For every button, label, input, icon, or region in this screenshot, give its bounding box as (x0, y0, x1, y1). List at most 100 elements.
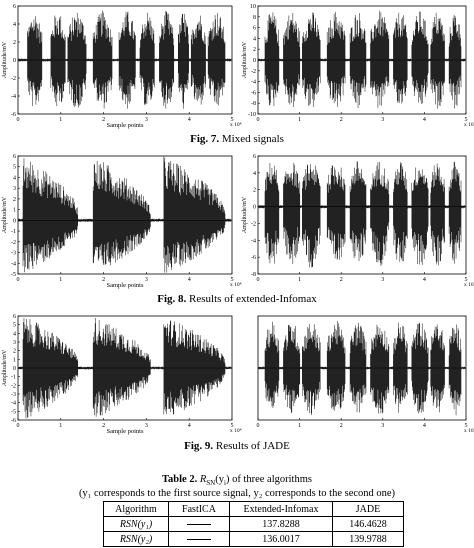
table-row: RSN(y₁) 137.8288 146.4628 (103, 516, 404, 532)
y-tick-label: 3 (13, 340, 16, 346)
y-tick-label: -1 (11, 375, 16, 381)
y-tick-label: 6 (13, 4, 16, 10)
y-tick-label: -1 (11, 229, 16, 235)
y-tick-label: -2 (11, 240, 16, 246)
table-cell-fastica (168, 531, 230, 547)
x-axis-label: Sample points (106, 122, 143, 129)
table-title: Table 2. RSN(yi) of three algorithms (0, 473, 474, 490)
table-header-row: Algorithm FastICA Extended-Infomax JADE (103, 501, 404, 517)
fig9-caption-text: Results of JADE (213, 440, 290, 452)
x-tick-label: 5 (231, 423, 234, 429)
fig9-right-plot: 0 1 2 3 4 5x 10⁴ (240, 312, 474, 436)
y-tick-label: 6 (13, 154, 16, 160)
x-exponent-label: x 10⁴ (464, 282, 474, 288)
x-tick-label: 4 (188, 423, 191, 429)
y-tick-label: -6 (251, 255, 256, 261)
fig8-caption-text: Results of extended-Infomax (186, 293, 317, 305)
dash-mark (187, 523, 211, 525)
y-tick-label: -3 (11, 251, 16, 257)
y-tick-label: -4 (251, 80, 256, 86)
y-axis-label: Amplitude/mV (2, 349, 8, 386)
fig7-caption-text: Mixed signals (219, 133, 284, 145)
x-tick-label: 2 (340, 117, 343, 123)
table-title-math-arg: (y (215, 474, 224, 485)
table-cell-infomax: 137.8288 (229, 516, 333, 532)
y-tick-label: 2 (13, 349, 16, 355)
x-tick-label: 1 (59, 423, 62, 429)
x-exponent-label: x 10⁴ (464, 428, 474, 434)
y-tick-label: -6 (251, 90, 256, 96)
x-tick-label: 3 (381, 117, 384, 123)
y-tick-label: -2 (251, 221, 256, 227)
x-tick-label: 2 (340, 277, 343, 283)
y-tick-label: 4 (13, 22, 16, 28)
signal-plot: 0 1 2 3 4 5x 10⁴ (257, 315, 474, 434)
table-cell-fastica (168, 516, 230, 532)
x-tick-label: 0 (17, 277, 20, 283)
table-header-cell: FastICA (168, 501, 230, 517)
fig7-caption-label: Fig. 7. (190, 133, 220, 145)
y-tick-label: 6 (253, 154, 256, 160)
table-cell-infomax: 136.0017 (229, 531, 333, 547)
x-tick-label: 2 (102, 423, 105, 429)
y-tick-label: 10 (250, 4, 256, 10)
x-exponent-label: x 10⁴ (230, 122, 242, 128)
y-axis-label: Amplitude/mV (242, 41, 248, 78)
y-tick-label: 2 (13, 197, 16, 203)
results-table: Algorithm FastICA Extended-Infomax JADE … (103, 501, 404, 547)
y-axis-label: Amplitude/mV (2, 196, 8, 233)
y-tick-label: 5 (13, 323, 16, 329)
y-tick-label: -8 (251, 272, 256, 278)
y-tick-label: 0 (13, 218, 16, 224)
table-row: RSN(y₂) 136.0017 139.9788 (103, 531, 404, 547)
y-tick-label: 2 (13, 40, 16, 46)
y-tick-label: -2 (11, 76, 16, 82)
x-exponent-label: x 10⁴ (230, 428, 242, 434)
x-exponent-label: x 10⁴ (230, 282, 242, 288)
x-tick-label: 4 (423, 423, 426, 429)
x-tick-label: 5 (465, 117, 468, 123)
y-tick-label: -8 (251, 101, 256, 107)
x-tick-label: 5 (231, 117, 234, 123)
x-tick-label: 4 (188, 117, 191, 123)
table-title-math-sub: SN (206, 479, 216, 488)
x-tick-label: 2 (102, 117, 105, 123)
y-tick-label: -5 (11, 272, 16, 278)
x-tick-label: 3 (145, 117, 148, 123)
x-tick-label: 1 (59, 277, 62, 283)
fig7-left-plot: 6 4 2 0 -2 -4 -6 0 1 2 3 4 5 x 10⁴ Sample points Amplit… (0, 2, 242, 130)
y-tick-label: -4 (11, 94, 16, 100)
y-tick-label: 2 (253, 188, 256, 194)
fig8-caption-label: Fig. 8. (157, 293, 187, 305)
x-tick-label: 1 (59, 117, 62, 123)
fig8-left-plot: 6 5 4 3 2 1 0 -1 -2 -3 -4 -5 0 1 2 3 4 5 x 10⁴ Sample point… (0, 152, 242, 290)
y-tick-label: -6 (11, 418, 16, 424)
x-tick-label: 1 (298, 117, 301, 123)
table-header-cell: JADE (332, 501, 404, 517)
fig9-caption-label: Fig. 9. (184, 440, 214, 452)
y-tick-label: -2 (251, 69, 256, 75)
x-tick-label: 2 (340, 423, 343, 429)
fig9-left-plot: 6 5 4 3 2 1 0 -1 -2 -3 -4 -5 -6 0 1 2 3 4 5 x 10⁴ Sample poi… (0, 312, 242, 436)
table-header-cell: Extended-Infomax (229, 501, 333, 517)
y-tick-label: -2 (11, 383, 16, 389)
fig8-caption: Fig. 8. Results of extended-Infomax (0, 293, 474, 306)
table-title-text: of three algorithms (229, 474, 312, 485)
table-subtitle: (y₁ corresponds to the first source sign… (78, 488, 396, 499)
x-tick-label: 3 (381, 423, 384, 429)
y-tick-label: 3 (13, 186, 16, 192)
table-row-label: RSN(y₁) (103, 516, 169, 532)
x-tick-label: 5 (465, 277, 468, 283)
y-tick-label: 0 (13, 58, 16, 64)
x-tick-label: 3 (145, 277, 148, 283)
y-tick-label: 0 (253, 205, 256, 211)
table-cell-jade: 146.4628 (332, 516, 404, 532)
x-tick-label: 3 (145, 423, 148, 429)
y-tick-label: 8 (253, 15, 256, 21)
x-tick-label: 4 (423, 117, 426, 123)
table-row-label: RSN(y₂) (103, 531, 169, 547)
y-tick-label: -4 (11, 401, 16, 407)
